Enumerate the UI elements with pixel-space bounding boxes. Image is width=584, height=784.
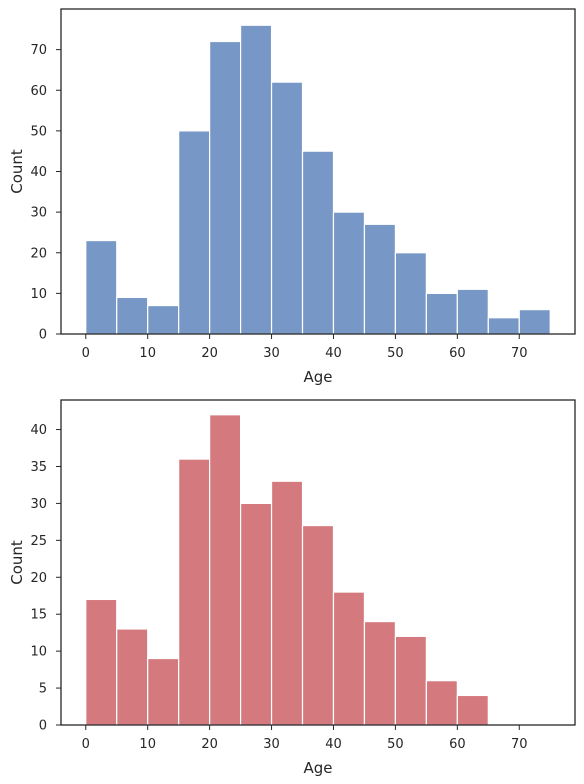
x-tick-label: 60 bbox=[449, 737, 466, 752]
histogram-bar bbox=[85, 239, 118, 335]
x-tick-label: 70 bbox=[511, 346, 528, 361]
y-tick-label: 10 bbox=[30, 645, 47, 660]
histogram-bar bbox=[178, 130, 211, 335]
histogram-bar bbox=[363, 620, 397, 726]
x-tick-label: 20 bbox=[201, 346, 218, 361]
y-tick-label: 0 bbox=[39, 328, 47, 343]
histogram-bar bbox=[239, 502, 273, 726]
y-axis-label: Count bbox=[8, 540, 26, 585]
x-tick-label: 50 bbox=[387, 346, 404, 361]
y-tick-label: 30 bbox=[30, 497, 47, 512]
y-tick-label: 20 bbox=[30, 571, 47, 586]
y-axis-label: Count bbox=[8, 149, 26, 194]
histogram-bar bbox=[487, 317, 520, 335]
x-axis-label: Age bbox=[303, 759, 332, 777]
histogram-bar bbox=[239, 24, 273, 335]
x-tick-label: 30 bbox=[263, 346, 280, 361]
y-tick-label: 5 bbox=[39, 682, 47, 697]
x-tick-label: 0 bbox=[82, 346, 90, 361]
y-tick-label: 20 bbox=[30, 246, 47, 261]
histogram-bar bbox=[394, 252, 427, 335]
histogram-bar bbox=[85, 598, 118, 726]
histogram-bar bbox=[270, 81, 304, 335]
x-tick-label: 50 bbox=[387, 737, 404, 752]
chart-1: 0 10 20 30 40 50 60 70 0 10 20 30 40 50 60 70 Age Count bbox=[8, 8, 576, 386]
histogram-bar bbox=[425, 680, 458, 726]
histogram-bar bbox=[301, 524, 335, 726]
y-tick-label: 70 bbox=[30, 43, 47, 58]
y-tick-label: 10 bbox=[30, 287, 47, 302]
x-tick-label: 70 bbox=[511, 737, 528, 752]
x-tick-label: 10 bbox=[139, 737, 156, 752]
y-tick-label: 0 bbox=[39, 719, 47, 734]
plot-frame bbox=[60, 399, 576, 726]
y-tick-label: 40 bbox=[30, 165, 47, 180]
x-tick-label: 10 bbox=[139, 346, 156, 361]
y-tick-label: 15 bbox=[30, 608, 47, 623]
histogram-bar bbox=[178, 458, 211, 726]
histogram-bar bbox=[363, 223, 397, 335]
histogram-bar bbox=[456, 288, 489, 335]
histogram-bar bbox=[332, 591, 366, 726]
histogram-bar bbox=[116, 628, 149, 726]
x-tick-label: 0 bbox=[82, 737, 90, 752]
histogram-bar bbox=[209, 40, 242, 335]
x-tick-label: 30 bbox=[263, 737, 280, 752]
histogram-bar bbox=[301, 150, 335, 335]
histogram-bar bbox=[209, 414, 242, 726]
histogram-bar bbox=[147, 304, 180, 335]
chart-2: 0 10 20 30 40 50 60 70 0 5 10 15 20 25 30 35 40 Age Count bbox=[8, 399, 576, 777]
histogram-bar bbox=[147, 657, 180, 726]
histogram-bar bbox=[394, 635, 427, 726]
x-tick-label: 60 bbox=[449, 346, 466, 361]
y-tick-label: 30 bbox=[30, 206, 47, 221]
x-tick-label: 20 bbox=[201, 737, 218, 752]
y-tick-label: 40 bbox=[30, 423, 47, 438]
y-tick-label: 25 bbox=[30, 534, 47, 549]
histogram-bar bbox=[518, 309, 551, 335]
y-tick-label: 50 bbox=[30, 124, 47, 139]
histogram-bar bbox=[116, 296, 149, 335]
histogram-bar bbox=[270, 480, 304, 726]
y-tick-label: 60 bbox=[30, 84, 47, 99]
x-tick-label: 40 bbox=[325, 346, 342, 361]
histogram-bar bbox=[332, 211, 366, 335]
x-axis-label: Age bbox=[303, 368, 332, 386]
x-tick-label: 40 bbox=[325, 737, 342, 752]
histogram-bar bbox=[456, 694, 489, 726]
histogram-bar bbox=[425, 292, 458, 335]
y-tick-label: 35 bbox=[30, 460, 47, 475]
